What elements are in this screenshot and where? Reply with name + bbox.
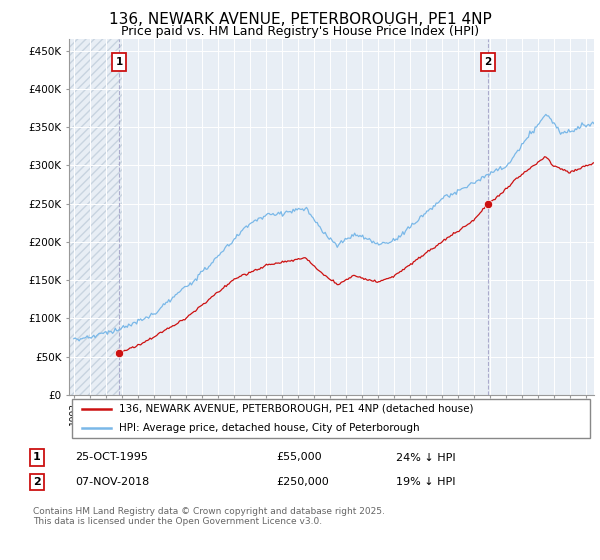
- Text: 07-NOV-2018: 07-NOV-2018: [75, 477, 149, 487]
- FancyBboxPatch shape: [71, 399, 590, 438]
- Text: £55,000: £55,000: [276, 452, 322, 463]
- Text: 136, NEWARK AVENUE, PETERBOROUGH, PE1 4NP (detached house): 136, NEWARK AVENUE, PETERBOROUGH, PE1 4N…: [119, 404, 473, 414]
- Text: 24% ↓ HPI: 24% ↓ HPI: [396, 452, 455, 463]
- Bar: [69, 39, 122, 395]
- Text: 1: 1: [33, 452, 41, 463]
- Text: HPI: Average price, detached house, City of Peterborough: HPI: Average price, detached house, City…: [119, 423, 419, 433]
- Text: 25-OCT-1995: 25-OCT-1995: [75, 452, 148, 463]
- Text: 1: 1: [115, 57, 122, 67]
- Text: £250,000: £250,000: [276, 477, 329, 487]
- Text: 2: 2: [484, 57, 491, 67]
- Text: Price paid vs. HM Land Registry's House Price Index (HPI): Price paid vs. HM Land Registry's House …: [121, 25, 479, 38]
- Text: 2: 2: [33, 477, 41, 487]
- Text: 136, NEWARK AVENUE, PETERBOROUGH, PE1 4NP: 136, NEWARK AVENUE, PETERBOROUGH, PE1 4N…: [109, 12, 491, 27]
- Text: 19% ↓ HPI: 19% ↓ HPI: [396, 477, 455, 487]
- Text: Contains HM Land Registry data © Crown copyright and database right 2025.
This d: Contains HM Land Registry data © Crown c…: [33, 507, 385, 526]
